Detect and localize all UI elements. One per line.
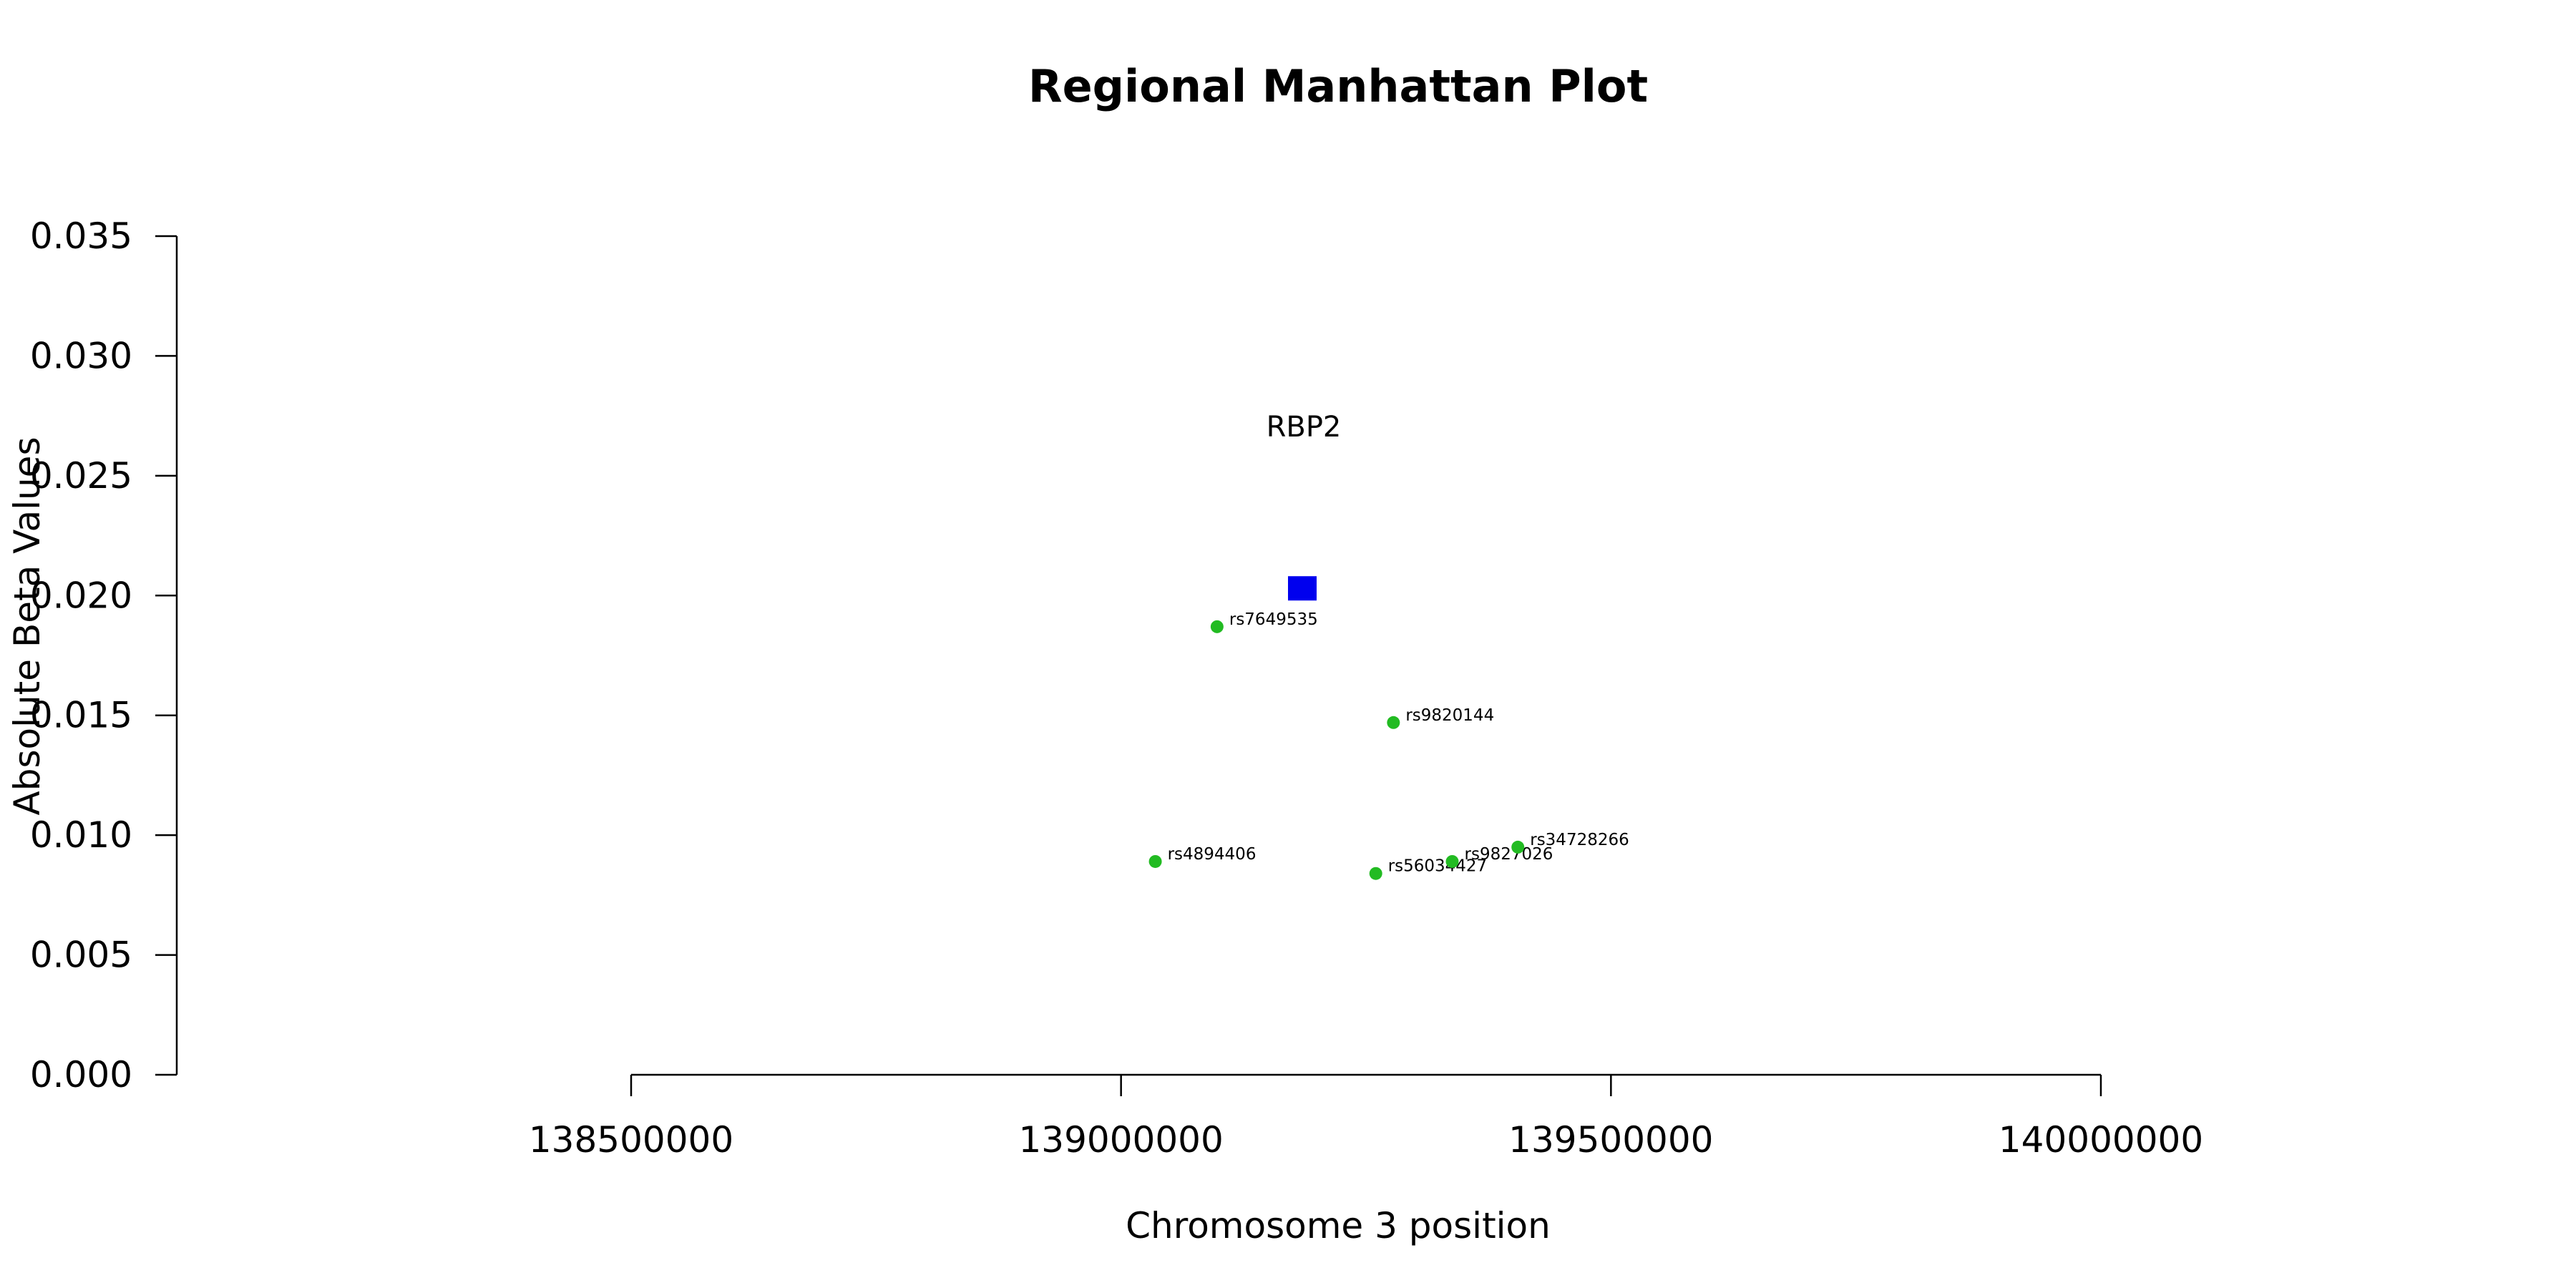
snp-point [1445, 854, 1459, 868]
x-tick-label: 139000000 [1019, 1119, 1224, 1161]
gene-label: RBP2 [1267, 411, 1342, 444]
x-tick-label: 140000000 [1999, 1119, 2203, 1161]
y-tick-label: 0.020 [30, 575, 132, 616]
x-axis-ticks: 138500000 139000000 139500000 140000000 [529, 1075, 2203, 1161]
snp-label: rs7649535 [1229, 610, 1318, 629]
x-axis-label: Chromosome 3 position [1126, 1205, 1551, 1246]
y-axis-label: Absolute Beta Values [6, 437, 48, 816]
x-tick-label: 139500000 [1508, 1119, 1713, 1161]
snp-label: rs4894406 [1168, 845, 1257, 864]
snp-label: rs9827026 [1465, 845, 1553, 864]
snp-points: rs7649535 rs9820144 rs4894406 rs56034427rs9… [1148, 610, 1629, 880]
x-tick-label: 138500000 [529, 1119, 733, 1161]
snp-label: rs9820144 [1405, 706, 1494, 725]
gene-marker [1287, 576, 1317, 601]
y-tick-label: 0.005 [30, 935, 132, 976]
y-tick-label: 0.000 [30, 1054, 132, 1096]
snp-point [1387, 716, 1400, 729]
gene-marker-group: RBP2 [1267, 411, 1342, 601]
snp-point [1369, 867, 1382, 880]
snp-point [1210, 620, 1224, 633]
y-tick-label: 0.015 [30, 695, 132, 736]
y-tick-label: 0.030 [30, 335, 132, 376]
chart-title: Regional Manhattan Plot [1028, 60, 1648, 112]
y-axis-ticks: 0.000 0.005 0.010 0.015 0.020 0.025 0.030 0.035 [30, 215, 177, 1096]
snp-point [1511, 840, 1525, 854]
y-tick-label: 0.025 [30, 455, 132, 497]
snp-label: rs34728266 [1530, 831, 1629, 849]
y-tick-label: 0.010 [30, 814, 132, 856]
snp-label: rs56034427 [1388, 857, 1488, 876]
y-tick-label: 0.035 [30, 215, 132, 257]
snp-point [1148, 854, 1162, 868]
